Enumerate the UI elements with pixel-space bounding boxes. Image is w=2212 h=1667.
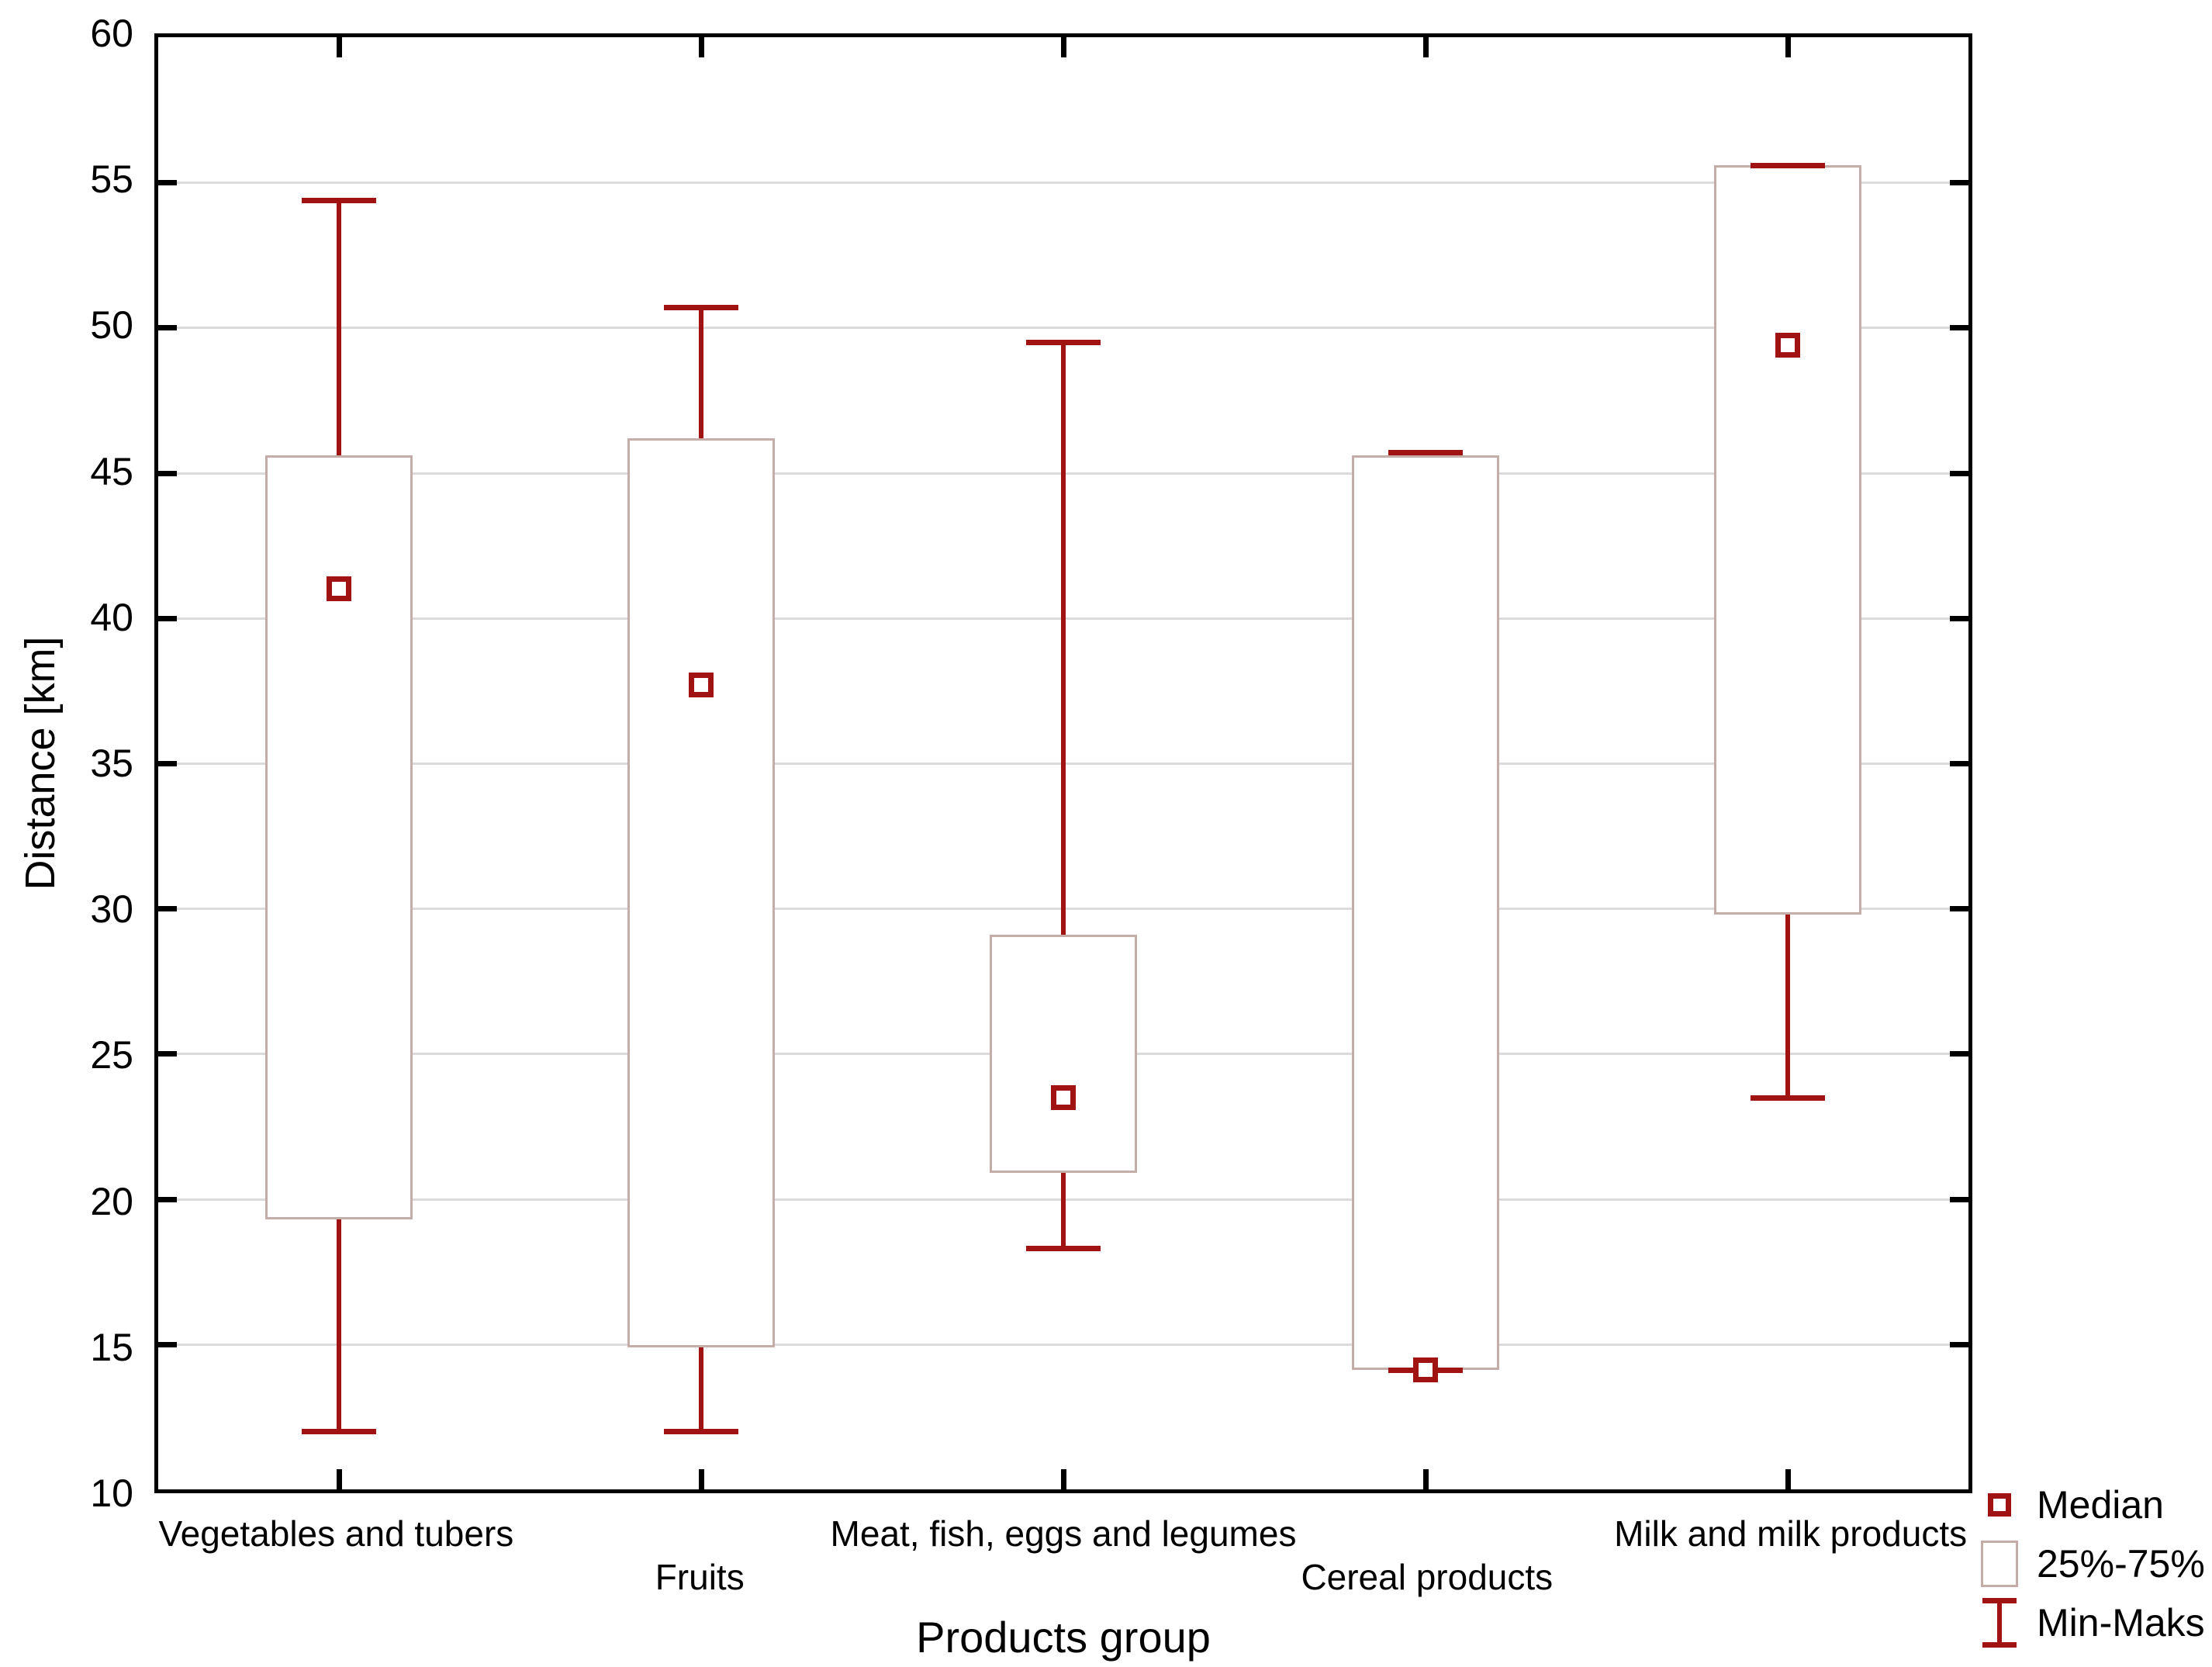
left-tick-50	[158, 325, 177, 331]
top-tick-cat-4	[1785, 37, 1791, 57]
y-tick-label-30: 30	[90, 887, 133, 932]
iqr-box	[627, 438, 776, 1347]
x-axis-title: Products group	[916, 1613, 1211, 1662]
right-tick-45	[1950, 470, 1968, 476]
y-axis-tick-labels: 10 15 20 25 30 35 40 45 50 55 60	[23, 14, 133, 1513]
whisker-cap-min	[1026, 1246, 1101, 1252]
median-square-icon	[1978, 1493, 2021, 1517]
y-tick-label-40: 40	[90, 595, 133, 639]
whisker-cap-max	[664, 305, 739, 311]
right-tick-55	[1950, 180, 1968, 186]
legend-label-0: Median	[2037, 1483, 2164, 1527]
whisker-cap-max	[1026, 340, 1101, 346]
iqr-box	[1351, 455, 1499, 1371]
legend-label-2: Min-Maks	[2037, 1601, 2205, 1645]
median-marker	[327, 576, 352, 602]
plot-area	[154, 33, 1972, 1493]
iqr-box-glyph	[1981, 1541, 2018, 1587]
right-tick-35	[1950, 761, 1968, 766]
y-tick-label-25: 25	[90, 1033, 133, 1077]
gridline-y-15	[158, 1343, 1968, 1346]
bottom-tick-cat-0	[337, 1469, 343, 1489]
iqr-box	[990, 934, 1137, 1173]
top-tick-cat-2	[1061, 37, 1066, 57]
min-max-whisker-icon	[1978, 1598, 2021, 1648]
gridline-y-55	[158, 182, 1968, 185]
iqr-box	[1713, 164, 1861, 915]
right-tick-25	[1950, 1051, 1968, 1057]
y-tick-label-35: 35	[90, 742, 133, 785]
whisker-cap-min	[302, 1429, 377, 1435]
y-tick-label-60: 60	[90, 12, 133, 55]
iqr-box-icon	[1978, 1541, 2021, 1587]
y-tick-label-20: 20	[90, 1179, 133, 1223]
left-tick-20	[158, 1196, 177, 1202]
right-tick-15	[1950, 1341, 1968, 1347]
x-axis-category-labels: Vegetables and tubers Fruits Meat, fish, e…	[154, 1505, 1972, 1613]
left-tick-25	[158, 1051, 177, 1057]
whisker-cap-min	[664, 1429, 739, 1435]
legend-row-1: 25%-75%	[1978, 1539, 2205, 1589]
top-tick-cat-3	[1422, 37, 1429, 57]
legend-row-0: Median	[1978, 1480, 2205, 1530]
whisker-cap-max	[1388, 450, 1463, 456]
median-marker	[1775, 332, 1800, 358]
whisker-line	[1061, 342, 1066, 1249]
bottom-tick-cat-4	[1785, 1469, 1791, 1489]
category-label-1: Fruits	[655, 1557, 745, 1597]
category-label-3: Cereal products	[1301, 1557, 1554, 1597]
left-tick-30	[158, 906, 177, 912]
left-tick-45	[158, 470, 177, 476]
chart-legend: Median 25%-75% Min-Maks	[1978, 1480, 2205, 1648]
category-label-4: Milk and milk products	[1614, 1513, 1968, 1554]
y-tick-label-55: 55	[90, 157, 133, 202]
left-tick-40	[158, 615, 177, 621]
left-tick-15	[158, 1341, 177, 1347]
median-marker	[1051, 1084, 1076, 1110]
y-tick-label-15: 15	[90, 1325, 133, 1369]
legend-row-2: Min-Maks	[1978, 1598, 2205, 1648]
right-tick-30	[1950, 906, 1968, 912]
bottom-tick-cat-2	[1061, 1469, 1066, 1489]
bottom-tick-cat-3	[1422, 1469, 1429, 1489]
whisker-cap-min	[1750, 1095, 1825, 1101]
gridline-y-50	[158, 327, 1968, 330]
y-tick-label-10: 10	[90, 1472, 133, 1515]
whisker-cap-max	[302, 197, 377, 203]
median-square-glyph	[1988, 1493, 2011, 1517]
category-label-2: Meat, fish, eggs and legumes	[830, 1513, 1297, 1554]
left-tick-35	[158, 761, 177, 766]
iqr-box	[265, 455, 413, 1219]
category-label-0: Vegetables and tubers	[158, 1513, 514, 1554]
median-marker	[1412, 1357, 1438, 1383]
left-tick-55	[158, 180, 177, 186]
whisker-cap-max	[1750, 162, 1825, 168]
min-max-whisker-glyph	[1981, 1598, 2018, 1648]
y-tick-label-50: 50	[90, 303, 133, 348]
right-tick-40	[1950, 615, 1968, 621]
y-tick-label-45: 45	[90, 449, 133, 493]
right-tick-50	[1950, 325, 1968, 331]
top-tick-cat-1	[699, 37, 705, 57]
top-tick-cat-0	[337, 37, 343, 57]
legend-label-1: 25%-75%	[2037, 1542, 2205, 1586]
right-tick-20	[1950, 1196, 1968, 1202]
bottom-tick-cat-1	[699, 1469, 705, 1489]
median-marker	[689, 672, 714, 697]
